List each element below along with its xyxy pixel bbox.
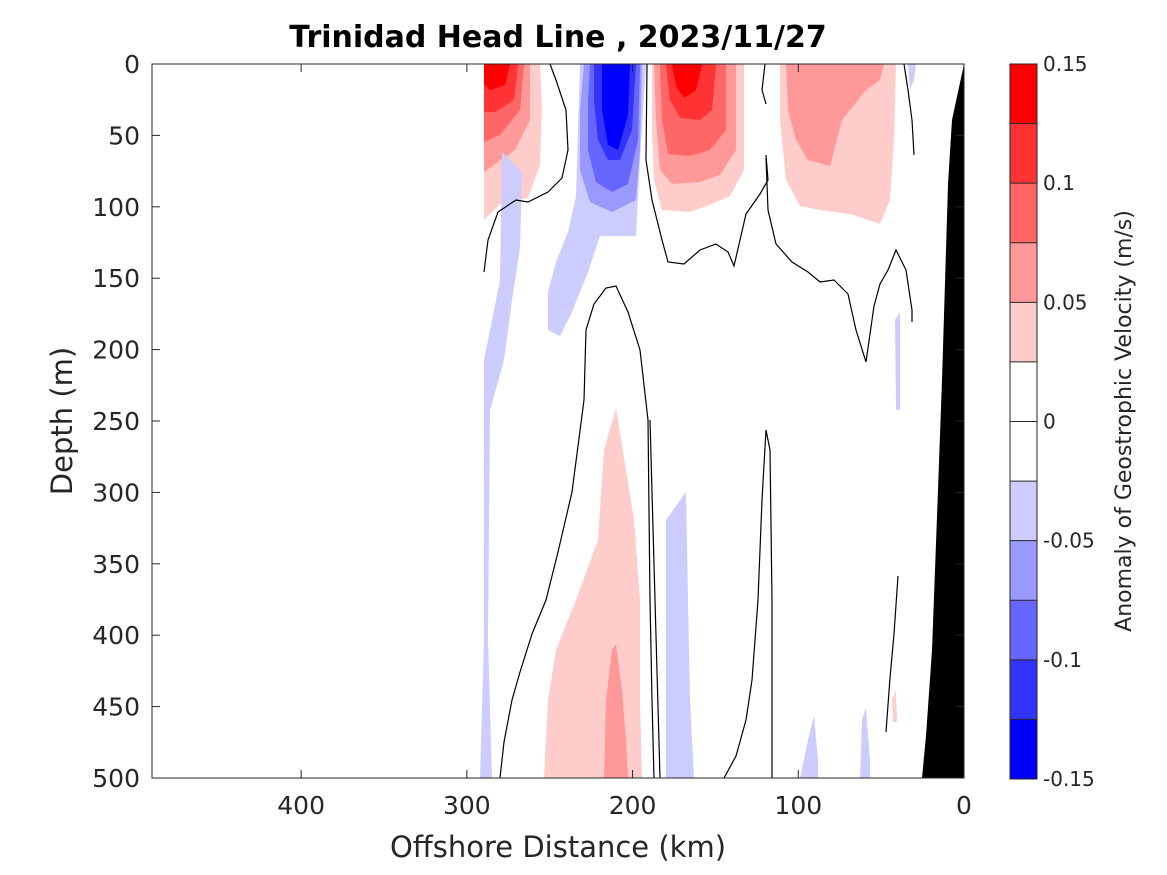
positive-anomaly-deep-core: [604, 644, 628, 778]
positive-anomaly-region-290km: [484, 64, 542, 220]
y-tick-label: 50: [108, 121, 140, 150]
x-tick-label: 0: [956, 791, 972, 820]
x-axis: 400 300 200 100 0: [277, 64, 972, 820]
y-tick-label: 100: [92, 193, 140, 222]
contour-fill-0.05-c: [786, 64, 884, 166]
colorbar-swatch: [1010, 302, 1037, 362]
chart-title: Trinidad Head Line , 2023/11/27: [289, 20, 826, 55]
colorbar-tick-label: -0.15: [1043, 767, 1095, 791]
colorbar-tick-label: 0: [1043, 410, 1056, 434]
x-tick-label: 400: [277, 791, 325, 820]
colorbar-swatch: [1010, 600, 1037, 660]
negative-anomaly-deep-west: [480, 152, 522, 778]
plot-area: [152, 64, 964, 778]
negative-anomaly-region-210km: [548, 64, 646, 336]
colorbar-label: Anomaly of Geostrophic Velocity (m/s): [1112, 210, 1137, 632]
colorbar-tick-label: 0.1: [1043, 171, 1075, 195]
y-tick-label: 0: [124, 50, 140, 79]
colorbar-tick-label: -0.1: [1043, 648, 1082, 672]
positive-anomaly-region-170km: [652, 64, 744, 212]
colorbar-tick-label: 0.15: [1043, 52, 1088, 76]
negative-anomaly-deep-60km: [860, 708, 870, 778]
y-tick-label: 450: [92, 693, 140, 722]
x-tick-label: 300: [443, 791, 491, 820]
y-axis: 0 50 100 150 200 250 300 350 400 450 500: [92, 50, 964, 793]
zero-contour-5: [903, 64, 915, 156]
zero-contour-lines: [483, 64, 915, 778]
colorbar: 0.15 0.1 0.05 0 -0.05 -0.1 -0.15: [1010, 52, 1095, 791]
x-tick-label: 100: [774, 791, 822, 820]
colorbar-tick-label: 0.05: [1043, 290, 1088, 314]
y-tick-label: 300: [92, 478, 140, 507]
contour-fill-0.125-b: [672, 64, 702, 98]
y-tick-label: 400: [92, 621, 140, 650]
colorbar-swatch: [1010, 540, 1037, 601]
colorbar-swatch: [1010, 183, 1037, 243]
colorbar-swatch: [1010, 64, 1037, 124]
x-tick-label: 200: [609, 791, 657, 820]
negative-anomaly-sliver-mid: [895, 312, 900, 410]
colorbar-swatch: [1010, 659, 1037, 720]
x-axis-label: Offshore Distance (km): [390, 830, 726, 864]
y-tick-label: 500: [92, 764, 140, 793]
bathymetry-mask: [922, 64, 964, 778]
positive-anomaly-region-80km: [780, 64, 896, 224]
zero-contour-4: [765, 157, 913, 363]
zero-contour-9: [885, 575, 899, 733]
colorbar-swatch: [1010, 421, 1037, 482]
y-tick-label: 150: [92, 264, 140, 293]
zero-contour-7: [649, 419, 661, 778]
negative-anomaly-deep-170km: [666, 492, 694, 778]
zero-contour-2: [645, 64, 769, 268]
contour-fill-0.125: [484, 64, 510, 90]
colorbar-swatch: [1010, 123, 1037, 184]
colorbar-swatch: [1010, 719, 1037, 779]
y-tick-label: 250: [92, 407, 140, 436]
zero-contour-8: [723, 429, 773, 778]
contour-fill-neg-0.125: [602, 64, 630, 150]
colorbar-swatch: [1010, 361, 1037, 422]
negative-anomaly-deep-95km: [800, 716, 818, 778]
zero-contour-6: [499, 285, 655, 778]
zero-contour-1: [483, 64, 569, 273]
colorbar-swatch: [1010, 242, 1037, 303]
y-axis-label: Depth (m): [45, 347, 79, 495]
y-tick-label: 200: [92, 336, 140, 365]
positive-anomaly-sliver: [892, 690, 897, 722]
colorbar-frame: [1009, 63, 1038, 780]
colorbar-swatch: [1010, 481, 1037, 541]
zero-contour-3: [761, 64, 767, 105]
y-tick-label: 350: [92, 550, 140, 579]
colorbar-tick-label: -0.05: [1043, 529, 1095, 553]
negative-anomaly-sliver-top: [908, 64, 916, 90]
